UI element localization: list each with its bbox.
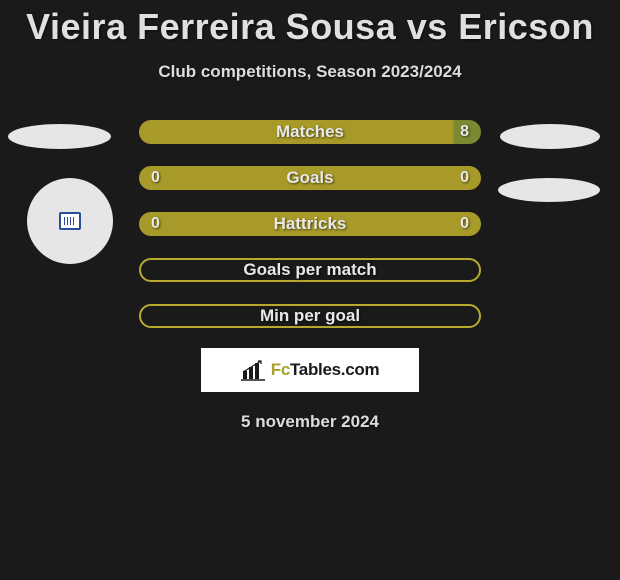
stat-label: Hattricks bbox=[274, 214, 347, 234]
stat-row: Hattricks 0 0 bbox=[139, 212, 481, 236]
badge-flag-icon bbox=[59, 212, 81, 230]
date: 5 november 2024 bbox=[0, 412, 620, 432]
stat-value-right: 8 bbox=[460, 123, 469, 141]
bar-chart-icon bbox=[241, 359, 265, 381]
stat-label: Matches bbox=[276, 122, 344, 142]
player-right-oval-1 bbox=[500, 124, 600, 149]
stat-value-right: 0 bbox=[460, 169, 469, 187]
fctables-logo: FcTables.com bbox=[201, 348, 419, 392]
stat-value-left: 0 bbox=[151, 169, 160, 187]
stat-row: Goals per match bbox=[139, 258, 481, 282]
page-title: Vieira Ferreira Sousa vs Ericson bbox=[0, 0, 620, 48]
stat-label: Min per goal bbox=[260, 306, 360, 326]
stat-row: Goals 0 0 bbox=[139, 166, 481, 190]
player-left-badge bbox=[20, 176, 120, 266]
player-left-oval-1 bbox=[8, 124, 111, 149]
stat-label: Goals per match bbox=[243, 260, 376, 280]
logo-text: FcTables.com bbox=[271, 360, 380, 380]
stat-row: Matches 8 bbox=[139, 120, 481, 144]
stat-label: Goals bbox=[286, 168, 333, 188]
badge-circle bbox=[27, 178, 113, 264]
stat-row: Min per goal bbox=[139, 304, 481, 328]
subtitle: Club competitions, Season 2023/2024 bbox=[0, 62, 620, 82]
stat-value-left: 0 bbox=[151, 215, 160, 233]
stat-value-right: 0 bbox=[460, 215, 469, 233]
player-right-oval-2 bbox=[498, 178, 600, 202]
